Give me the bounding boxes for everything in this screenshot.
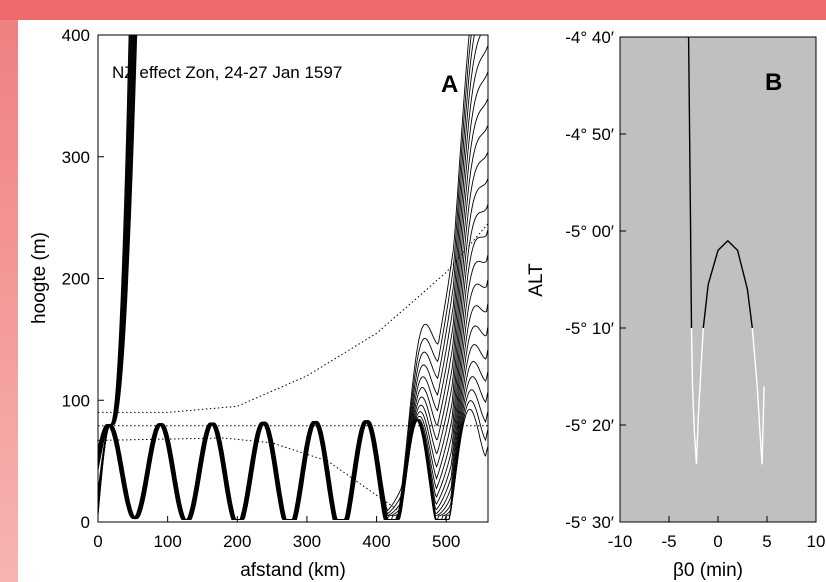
top-border	[0, 0, 826, 20]
panel-b-letter: B	[765, 69, 782, 96]
panel-b-curve	[690, 327, 704, 465]
y-tick-label: -4° 40′	[565, 28, 614, 47]
x-tick-label: 400	[362, 532, 390, 551]
x-tick-label: -5	[661, 532, 676, 551]
panel-b-ylabel: ALT	[526, 263, 547, 297]
left-border	[0, 20, 18, 582]
panel-a-ylabel: hoogte (m)	[29, 232, 50, 324]
x-tick-label: 0	[713, 532, 722, 551]
y-tick-label: -5° 10′	[565, 319, 614, 338]
panel-b: -10 -5 0 5 10 -4° 40′ -4° 50′ -5° 00′ -5° 10′ -5°…	[526, 28, 825, 581]
x-tick-label: 200	[223, 532, 251, 551]
x-tick-label: 0	[93, 532, 102, 551]
panel-b-curve	[702, 240, 753, 329]
y-tick-label: 300	[62, 148, 90, 167]
y-tick-label: 400	[62, 26, 90, 45]
y-tick-label: -4° 50′	[565, 125, 614, 144]
panel-a-letter: A	[441, 71, 458, 98]
x-tick-label: 5	[762, 532, 771, 551]
panel-b-ticks: -10 -5 0 5 10 -4° 40′ -4° 50′ -5° 00′ -5° 10′ -5°…	[565, 28, 825, 551]
panel-b-frame	[619, 36, 817, 523]
x-tick-label: 100	[153, 532, 181, 551]
panel-b-xlabel: β0 (min)	[673, 560, 743, 581]
panel-a-title: NZ effect Zon, 24-27 Jan 1597	[112, 63, 342, 82]
x-tick-label: 10	[807, 532, 826, 551]
dotted-reference-line	[98, 437, 398, 511]
panel-a-xlabel: afstand (km)	[240, 560, 346, 581]
panel-b-curve	[751, 327, 765, 465]
y-tick-label: 0	[81, 513, 90, 532]
y-tick-label: 100	[62, 391, 90, 410]
x-tick-label: 500	[432, 532, 460, 551]
panel-a: 0 100 200 300 400 500 0 100 200 300 400 NZ effect …	[29, 26, 489, 581]
x-tick-label: 300	[293, 532, 321, 551]
y-tick-label: 200	[62, 270, 90, 289]
panel-b-curve	[687, 36, 693, 329]
y-tick-label: -5° 20′	[565, 416, 614, 435]
x-tick-label: -10	[608, 532, 633, 551]
panel-a-rays	[98, 35, 488, 521]
panel-a-dotted-lines	[98, 223, 488, 511]
panel-b-curves	[687, 36, 765, 465]
ray-line	[98, 408, 488, 521]
y-tick-label: -5° 30′	[565, 513, 614, 532]
y-tick-label: -5° 00′	[565, 222, 614, 241]
panel-a-ticks: 0 100 200 300 400 500 0 100 200 300 400	[62, 26, 461, 551]
